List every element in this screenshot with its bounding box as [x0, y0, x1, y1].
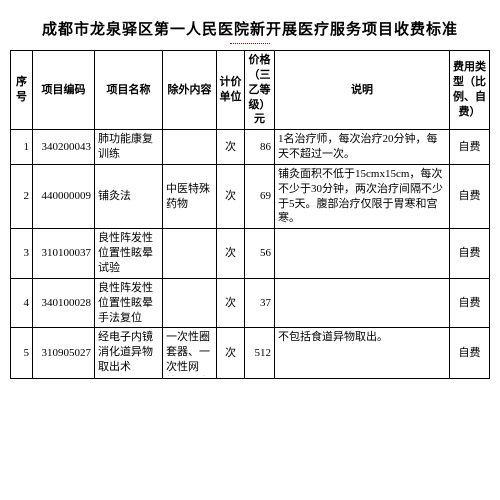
cell-code: 340100028	[33, 278, 95, 328]
cell-price: 69	[245, 164, 275, 228]
cell-desc: 1名治疗师，每次治疗20分钟，每天不超过一次。	[275, 130, 450, 165]
cell-excl: 中医特殊药物	[163, 164, 217, 228]
cell-code: 310905027	[33, 328, 95, 379]
page-title: 成都市龙泉驿区第一人民医院新开展医疗服务项目收费标准	[10, 18, 490, 39]
cell-excl: 一次性圈套器、一次性网篮、一次性异物钳	[163, 328, 217, 379]
cell-code: 440000009	[33, 164, 95, 228]
cell-idx: 3	[11, 229, 33, 279]
cell-name: 铺灸法	[95, 164, 163, 228]
col-price: 价格（三乙等级）元	[245, 51, 275, 130]
col-desc: 说明	[275, 51, 450, 130]
cell-desc: 不包括食道异物取出。	[275, 328, 450, 379]
cell-excl	[163, 278, 217, 328]
table-row: 2 440000009 铺灸法 中医特殊药物 次 69 铺灸面积不低于15cmx…	[11, 164, 490, 228]
table-row: 1 340200043 肺功能康复训练 次 86 1名治疗师，每次治疗20分钟，…	[11, 130, 490, 165]
col-idx: 序号	[11, 51, 33, 130]
cell-price: 56	[245, 229, 275, 279]
title-underline	[230, 43, 270, 44]
cell-unit: 次	[217, 164, 245, 228]
cell-idx: 4	[11, 278, 33, 328]
table-row: 5 310905027 经电子内镜消化道异物取出术 一次性圈套器、一次性网篮、一…	[11, 328, 490, 379]
cell-excl	[163, 229, 217, 279]
cell-unit: 次	[217, 229, 245, 279]
cell-name: 经电子内镜消化道异物取出术	[95, 328, 163, 379]
cell-unit: 次	[217, 278, 245, 328]
cell-price: 86	[245, 130, 275, 165]
cell-type: 自费	[450, 278, 490, 328]
cell-code: 340200043	[33, 130, 95, 165]
fee-table: 序号 项目编码 项目名称 除外内容 计价单位 价格（三乙等级）元 说明 费用类型…	[10, 50, 490, 379]
cell-unit: 次	[217, 328, 245, 379]
table-row: 4 340100028 良性阵发性位置性眩晕手法复位 次 37 自费	[11, 278, 490, 328]
cell-name: 良性阵发性位置性眩晕试验	[95, 229, 163, 279]
cell-desc	[275, 278, 450, 328]
cell-price: 37	[245, 278, 275, 328]
col-name: 项目名称	[95, 51, 163, 130]
cell-desc	[275, 229, 450, 279]
cell-name: 肺功能康复训练	[95, 130, 163, 165]
cell-type: 自费	[450, 130, 490, 165]
col-code: 项目编码	[33, 51, 95, 130]
header-row: 序号 项目编码 项目名称 除外内容 计价单位 价格（三乙等级）元 说明 费用类型…	[11, 51, 490, 130]
cell-type: 自费	[450, 328, 490, 379]
table-row: 3 310100037 良性阵发性位置性眩晕试验 次 56 自费	[11, 229, 490, 279]
cell-idx: 2	[11, 164, 33, 228]
cell-type: 自费	[450, 229, 490, 279]
col-type: 费用类型（比例、自费）	[450, 51, 490, 130]
cell-desc: 铺灸面积不低于15cmx15cm，每次不少于30分钟，两次治疗间隔不少于5天。腹…	[275, 164, 450, 228]
cell-excl	[163, 130, 217, 165]
cell-unit: 次	[217, 130, 245, 165]
col-unit: 计价单位	[217, 51, 245, 130]
cell-idx: 5	[11, 328, 33, 379]
cell-name: 良性阵发性位置性眩晕手法复位	[95, 278, 163, 328]
col-excl: 除外内容	[163, 51, 217, 130]
cell-type: 自费	[450, 164, 490, 228]
cell-idx: 1	[11, 130, 33, 165]
cell-price: 512	[245, 328, 275, 379]
cell-code: 310100037	[33, 229, 95, 279]
